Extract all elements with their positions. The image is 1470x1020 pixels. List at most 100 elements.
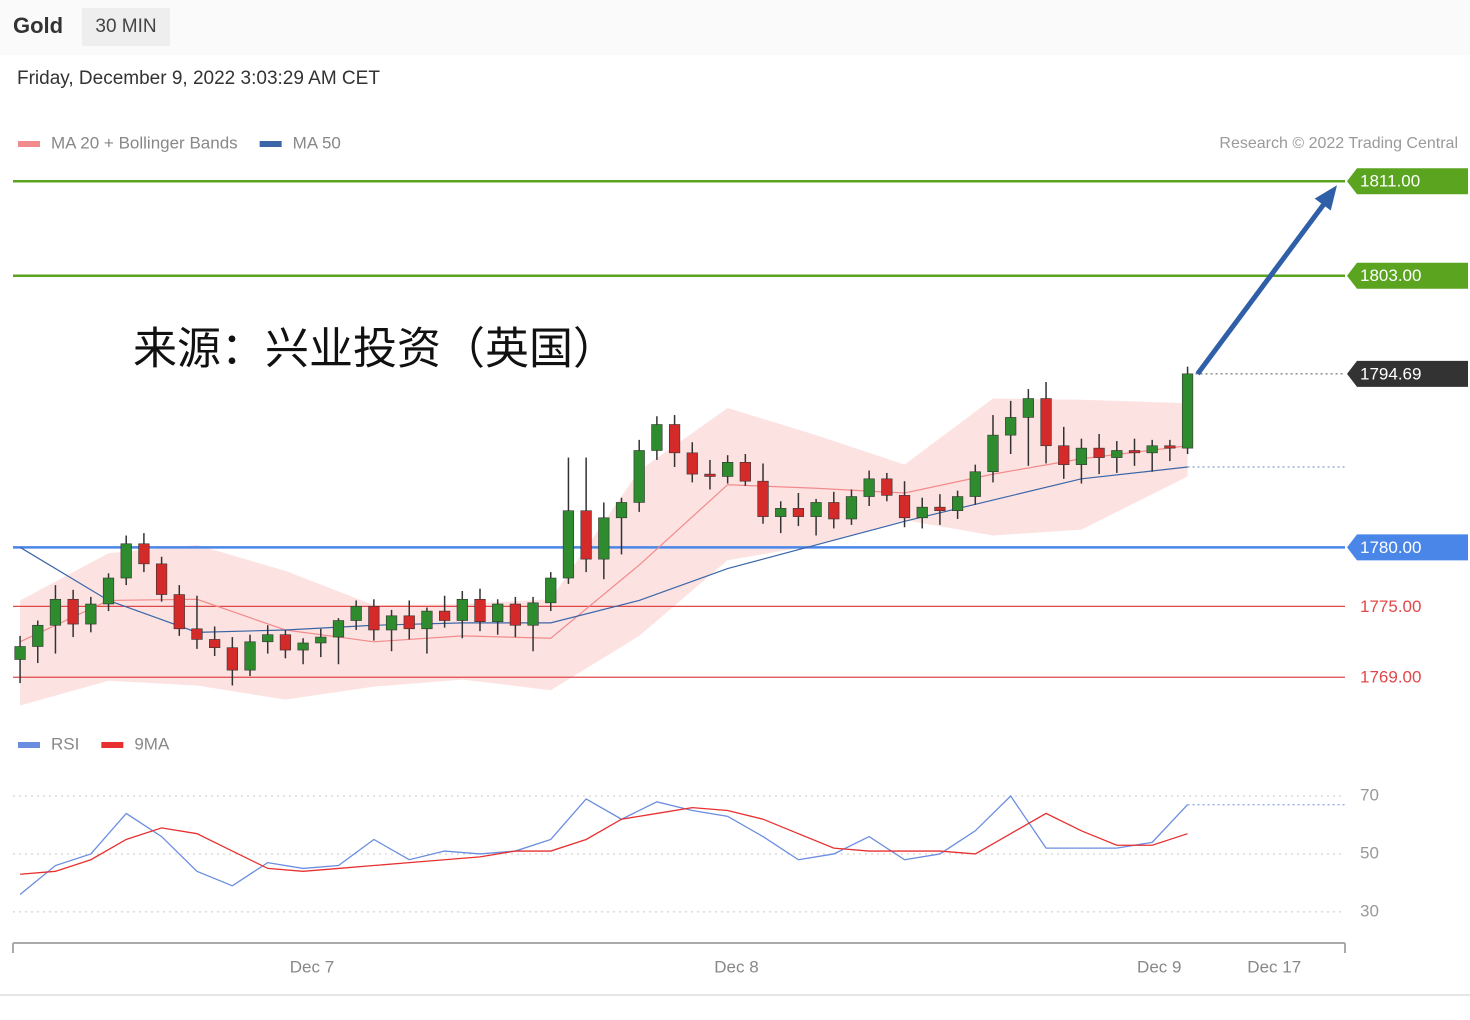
candle-body bbox=[757, 480, 769, 517]
candle-body bbox=[120, 543, 132, 579]
candle-body bbox=[562, 510, 575, 579]
candle-body bbox=[1075, 447, 1088, 465]
interval-box bbox=[82, 8, 170, 46]
candle-body bbox=[615, 502, 628, 519]
candle-body bbox=[898, 495, 911, 519]
legend-label: 9MA bbox=[134, 734, 170, 753]
candle-body bbox=[580, 510, 592, 560]
candle-body bbox=[315, 636, 327, 644]
legend-label: RSI bbox=[51, 734, 79, 753]
instrument-title: Gold bbox=[13, 13, 63, 38]
candle-body bbox=[881, 478, 893, 496]
candle-body bbox=[1111, 450, 1123, 458]
level-label: 1780.00 bbox=[1360, 538, 1421, 557]
legend-swatch bbox=[18, 141, 40, 147]
level-label: 1769.00 bbox=[1360, 668, 1421, 687]
candle-body bbox=[792, 508, 805, 517]
legend-swatch bbox=[101, 742, 124, 748]
level-label-box bbox=[1347, 360, 1468, 387]
candle-body bbox=[14, 646, 26, 660]
legend-swatch bbox=[18, 742, 40, 748]
candle-body bbox=[1040, 398, 1052, 447]
candle-body bbox=[350, 606, 362, 621]
candle-body bbox=[155, 563, 168, 595]
x-tick-label: Dec 8 bbox=[714, 957, 758, 976]
candle-body bbox=[775, 508, 787, 517]
legend-swatch bbox=[259, 141, 282, 147]
interval: 30 MIN bbox=[95, 16, 156, 37]
y-tick-label: 30 bbox=[1360, 901, 1379, 920]
candle-body bbox=[279, 634, 292, 651]
candle-body bbox=[297, 642, 309, 651]
timestamp: Friday, December 9, 2022 3:03:29 AM CET bbox=[17, 68, 380, 89]
level-label-box bbox=[1347, 262, 1468, 289]
level-label: 1794.69 bbox=[1360, 364, 1421, 383]
candle-body bbox=[1181, 373, 1194, 449]
candle-body bbox=[598, 517, 610, 560]
candle-body bbox=[492, 603, 504, 623]
candle-body bbox=[1093, 447, 1105, 458]
candle-body bbox=[173, 594, 185, 630]
candle-body bbox=[1164, 445, 1176, 449]
candle-body bbox=[951, 496, 964, 512]
candle-body bbox=[739, 461, 751, 482]
candle-body bbox=[421, 610, 433, 630]
candle-body bbox=[102, 577, 115, 605]
candle-body bbox=[633, 450, 645, 503]
candle-body bbox=[916, 506, 928, 519]
candle-body bbox=[209, 639, 221, 648]
candle-body bbox=[385, 615, 398, 631]
y-tick-label: 50 bbox=[1360, 843, 1379, 862]
watermark: 来源：兴业投资（英国） bbox=[133, 325, 617, 374]
x-tick-label: Dec 9 bbox=[1137, 957, 1181, 976]
candle-body bbox=[704, 473, 716, 477]
candle-body bbox=[138, 543, 150, 565]
candle-body bbox=[368, 606, 380, 631]
candle-body bbox=[67, 598, 79, 625]
candle-body bbox=[1058, 445, 1070, 465]
candle-body bbox=[262, 634, 274, 643]
candle-body bbox=[332, 620, 345, 638]
candle-body bbox=[527, 602, 539, 626]
moving-average bbox=[19, 466, 1188, 633]
x-tick-label: Dec 7 bbox=[290, 957, 334, 976]
candle-body bbox=[987, 434, 999, 473]
candle-body bbox=[668, 424, 681, 454]
legend-label: MA 50 bbox=[293, 133, 341, 152]
target-arrow bbox=[1195, 195, 1332, 376]
candle-body bbox=[474, 598, 486, 623]
candle-body bbox=[85, 603, 97, 625]
candle-body bbox=[403, 615, 415, 630]
x-tick-label: Dec 17 bbox=[1247, 957, 1301, 976]
candle-body bbox=[828, 502, 840, 520]
indicator-line bbox=[20, 806, 1188, 875]
candle-body bbox=[545, 577, 557, 604]
candle-body bbox=[686, 452, 698, 475]
candle-body bbox=[1128, 450, 1141, 454]
candle-body bbox=[191, 628, 203, 640]
credit: Research © 2022 Trading Central bbox=[1219, 135, 1458, 152]
legend-label: MA 20 + Bollinger Bands bbox=[51, 133, 238, 152]
candle-body bbox=[863, 478, 875, 497]
candle-body bbox=[810, 502, 822, 517]
candle-body bbox=[456, 598, 468, 621]
candle-body bbox=[934, 506, 946, 512]
candle-body bbox=[226, 647, 238, 671]
indicator-line bbox=[19, 795, 1189, 895]
candle-body bbox=[244, 641, 256, 671]
candle-body bbox=[722, 461, 734, 477]
y-tick-label: 70 bbox=[1360, 786, 1379, 805]
candle-body bbox=[509, 603, 521, 626]
level-label: 1775.00 bbox=[1360, 597, 1421, 616]
level-label-box bbox=[1347, 534, 1468, 561]
header-band bbox=[0, 0, 1470, 55]
candle-body bbox=[32, 624, 44, 647]
candle-body bbox=[969, 471, 981, 497]
target-arrow-head bbox=[1314, 185, 1337, 211]
level-label: 1811.00 bbox=[1360, 172, 1420, 191]
level-label-box bbox=[1347, 168, 1468, 195]
candle-body bbox=[1146, 445, 1158, 454]
candle-body bbox=[845, 496, 858, 520]
